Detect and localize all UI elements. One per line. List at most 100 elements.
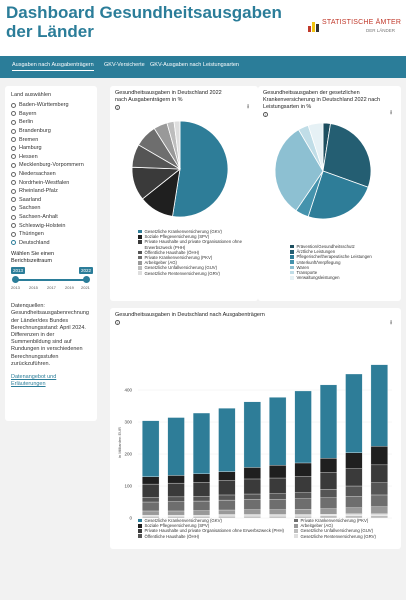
tab-gkv-ausgaben-leistungsarten[interactable]: GKV-Ausgaben nach Leistungsarten bbox=[150, 62, 239, 68]
bar-segment[interactable] bbox=[319, 489, 338, 498]
radio-button[interactable] bbox=[11, 102, 16, 108]
land-radio-item[interactable]: Berlin bbox=[11, 118, 91, 127]
bar-segment[interactable] bbox=[243, 514, 261, 517]
land-radio-item[interactable]: Saarland bbox=[11, 196, 91, 205]
legend-item[interactable]: Soziale Pflegeversicherung (SPV) bbox=[138, 234, 253, 239]
bar-segment[interactable] bbox=[370, 494, 388, 507]
land-radio-item[interactable]: Bayern bbox=[11, 110, 91, 119]
pie-slice[interactable] bbox=[274, 129, 324, 212]
pie-slice[interactable] bbox=[173, 120, 181, 170]
bar-segment[interactable] bbox=[269, 514, 287, 517]
legend-item[interactable]: Arbeitgeber (AG) bbox=[294, 523, 399, 528]
bar-segment[interactable] bbox=[142, 497, 160, 503]
bar-segment[interactable] bbox=[319, 458, 338, 473]
legend-item[interactable]: Gesetzliche Unfallversicherung (GUV) bbox=[138, 265, 253, 270]
bar-segment[interactable] bbox=[218, 471, 236, 481]
pie-slice[interactable] bbox=[172, 120, 229, 218]
bar-segment[interactable] bbox=[294, 498, 312, 510]
bar-segment[interactable] bbox=[319, 384, 338, 459]
bar-segment[interactable] bbox=[192, 482, 211, 497]
land-radio-item[interactable]: Sachsen-Anhalt bbox=[11, 213, 91, 222]
legend-item[interactable]: Gesetzliche Rentenversicherung (GRV) bbox=[294, 534, 399, 539]
bar-segment[interactable] bbox=[370, 446, 388, 466]
bar-segment[interactable] bbox=[192, 514, 211, 517]
legend-item[interactable]: Gesetzliche Unfallversicherung (GUV) bbox=[294, 528, 399, 533]
slider-track[interactable] bbox=[15, 279, 87, 282]
download-icon[interactable]: ⭳ bbox=[247, 104, 250, 110]
bar-segment[interactable] bbox=[319, 508, 338, 515]
bar-segment[interactable] bbox=[345, 496, 363, 508]
legend-item[interactable]: Gesetzliche Rentenversicherung (GRV) bbox=[138, 271, 253, 276]
land-radio-item[interactable]: Nordrhein-Westfalen bbox=[11, 178, 91, 187]
bar-segment[interactable] bbox=[243, 467, 261, 480]
bar-segment[interactable] bbox=[243, 499, 261, 510]
legend-item[interactable]: Private Krankenversicherung (PKV) bbox=[294, 518, 399, 523]
radio-button[interactable] bbox=[11, 197, 16, 203]
bar-segment[interactable] bbox=[167, 496, 185, 502]
bar-segment[interactable] bbox=[294, 462, 312, 477]
bar-segment[interactable] bbox=[192, 473, 211, 483]
bar-segment[interactable] bbox=[192, 412, 211, 474]
land-radio-item[interactable]: Baden-Württemberg bbox=[11, 101, 91, 110]
land-radio-item[interactable]: Niedersachsen bbox=[11, 170, 91, 179]
legend-item[interactable]: Private Haushalte und private Organisati… bbox=[138, 528, 288, 533]
radio-button[interactable] bbox=[11, 119, 16, 125]
pie-slice[interactable] bbox=[322, 123, 372, 188]
pie-slice[interactable] bbox=[307, 170, 369, 220]
bar-segment[interactable] bbox=[370, 364, 388, 447]
bar-segment[interactable] bbox=[345, 468, 363, 487]
bar-segment[interactable] bbox=[319, 472, 338, 490]
pie-slice[interactable] bbox=[307, 122, 324, 172]
land-radio-item[interactable]: Mecklenburg-Vorpommern bbox=[11, 161, 91, 170]
bar-segment[interactable] bbox=[142, 476, 160, 485]
radio-button[interactable] bbox=[11, 171, 16, 177]
bar-segment[interactable] bbox=[218, 499, 236, 511]
bar-segment[interactable] bbox=[319, 497, 338, 509]
radio-button[interactable] bbox=[11, 162, 16, 168]
radio-button[interactable] bbox=[11, 240, 16, 246]
bar-segment[interactable] bbox=[269, 499, 287, 510]
bar-segment[interactable] bbox=[294, 492, 312, 499]
legend-item[interactable]: Soziale Pflegeversicherung (SPV) bbox=[138, 523, 288, 528]
bar-segment[interactable] bbox=[167, 482, 185, 498]
radio-button[interactable] bbox=[11, 214, 16, 220]
info-icon[interactable]: i bbox=[263, 112, 268, 117]
bar-segment[interactable] bbox=[142, 514, 160, 517]
bar-segment[interactable] bbox=[370, 506, 388, 514]
legend-item[interactable]: Transporte bbox=[290, 270, 398, 275]
bar-segment[interactable] bbox=[167, 417, 185, 476]
land-radio-item[interactable]: Thüringen bbox=[11, 230, 91, 239]
land-radio-item[interactable]: Hessen bbox=[11, 153, 91, 162]
download-icon[interactable]: ⭳ bbox=[390, 320, 393, 326]
bar-segment[interactable] bbox=[243, 509, 261, 515]
bar-segment[interactable] bbox=[345, 452, 363, 469]
legend-item[interactable]: Prävention/Gesundheitsschutz bbox=[290, 244, 398, 249]
legend-item[interactable]: Private Haushalte und private Organisati… bbox=[138, 239, 253, 250]
bar-segment[interactable] bbox=[370, 513, 388, 516]
legend-item[interactable]: Ärztliche Leistungen bbox=[290, 249, 398, 254]
slider-handle-to[interactable] bbox=[83, 276, 90, 284]
zeitraum-slider[interactable]: 2013 2022 2013 2015 2017 2019 2021 bbox=[11, 267, 94, 293]
radio-button[interactable] bbox=[11, 154, 16, 160]
bar-segment[interactable] bbox=[142, 510, 160, 516]
radio-button[interactable] bbox=[11, 128, 16, 134]
bar-segment[interactable] bbox=[243, 493, 261, 500]
bar-segment[interactable] bbox=[243, 401, 261, 468]
bar-segment[interactable] bbox=[269, 493, 287, 500]
land-radio-item[interactable]: Sachsen bbox=[11, 204, 91, 213]
bar-segment[interactable] bbox=[345, 373, 363, 453]
radio-button[interactable] bbox=[11, 205, 16, 211]
bar-segment[interactable] bbox=[218, 514, 236, 517]
land-radio-item[interactable]: Bremen bbox=[11, 135, 91, 144]
bar-segment[interactable] bbox=[269, 397, 287, 466]
radio-button[interactable] bbox=[11, 137, 16, 143]
statistische-aemter-logo[interactable]: STATISTISCHE ÄMTER DER LÄNDER bbox=[308, 18, 404, 36]
bar-segment[interactable] bbox=[167, 475, 185, 484]
bar-segment[interactable] bbox=[269, 477, 287, 494]
radio-button[interactable] bbox=[11, 180, 16, 186]
legend-item[interactable]: Verwaltungsleistungen bbox=[290, 275, 398, 280]
legend-item[interactable]: Pflegerische/therapeutische Leistungen bbox=[290, 254, 398, 259]
bar-segment[interactable] bbox=[294, 476, 312, 493]
land-radio-item[interactable]: Schleswig-Holstein bbox=[11, 221, 91, 230]
radio-button[interactable] bbox=[11, 111, 16, 117]
